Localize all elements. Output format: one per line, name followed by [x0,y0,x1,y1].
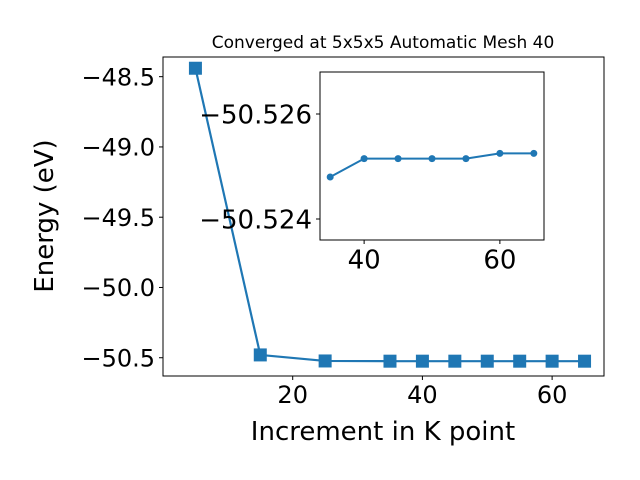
inset-frame [319,71,545,241]
inset-data-point [462,155,470,163]
main-data-point [415,354,429,368]
inset-data-point [530,149,538,157]
inset-x-tick-label: 40 [348,246,381,276]
main-y-tick-label: −48.5 [81,63,155,91]
main-data-point [383,354,397,368]
inset-plot-area: 40 60 −50.526 −50.524 [199,71,545,276]
main-data-point [448,354,462,368]
main-data-point [545,354,559,368]
main-y-tick-label: −49.5 [81,204,155,232]
inset-data-point [326,173,334,181]
inset-x-tick-label: 60 [483,246,516,276]
main-series-line [194,67,585,363]
main-data-point [513,354,527,368]
main-y-tick-label: −50.5 [81,344,155,372]
x-axis-label: Increment in K point [251,417,515,447]
main-data-point [480,354,494,368]
main-data-point [318,354,332,368]
inset-data-point [360,155,368,163]
y-axis-label: Energy (eV) [30,139,60,292]
inset-data-point [496,149,504,157]
main-x-tick-label: 60 [537,381,568,409]
main-y-tick-label: −49.0 [81,134,155,162]
main-data-point [188,61,202,75]
chart-title: Converged at 5x5x5 Automatic Mesh 40 [212,33,555,53]
main-x-tick-label: 20 [277,381,308,409]
inset-data-point [394,155,402,163]
inset-y-tick-label: −50.526 [199,100,312,130]
main-data-point [253,348,267,362]
main-y-tick-label: −50.0 [81,274,155,302]
main-data-point [578,354,592,368]
inset-y-tick-label: −50.524 [199,205,312,235]
main-x-tick-label: 40 [407,381,438,409]
inset-data-point [428,155,436,163]
main-frame [162,56,605,377]
